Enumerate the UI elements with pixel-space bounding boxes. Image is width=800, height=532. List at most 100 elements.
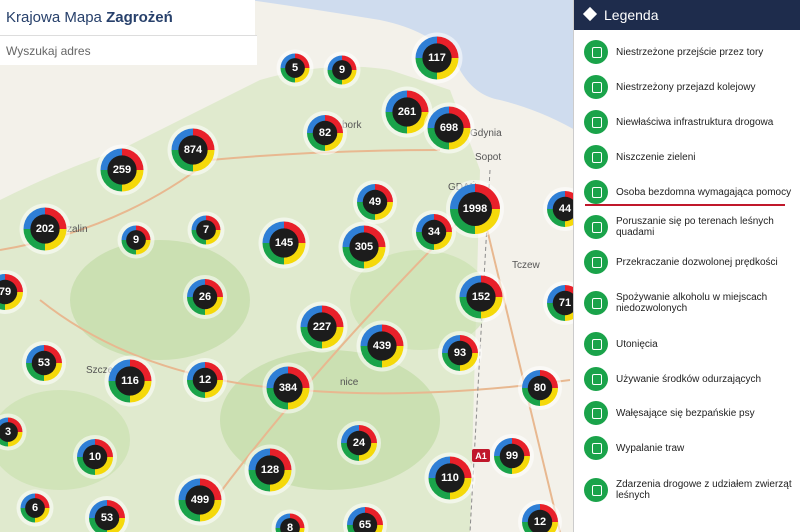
cluster[interactable]: 79	[0, 270, 27, 314]
legend-label: Osoba bezdomna wymagająca pomocy	[616, 186, 792, 198]
cluster[interactable]: 117	[411, 32, 463, 84]
cluster[interactable]: 34	[412, 210, 456, 254]
cluster-core	[349, 232, 379, 262]
legend-item[interactable]: Utonięcia	[584, 330, 799, 358]
cluster[interactable]: 499	[174, 474, 226, 526]
legend-item[interactable]: Poruszanie się po terenach leśnych quada…	[584, 213, 799, 241]
cluster[interactable]: 8	[271, 509, 309, 532]
cluster-core	[115, 366, 145, 396]
cluster[interactable]: 874	[167, 124, 219, 176]
road-label: A1	[475, 451, 487, 461]
cluster-count: 439	[373, 340, 391, 352]
forest	[70, 240, 250, 360]
cluster[interactable]: 26	[183, 275, 227, 319]
cluster-count: 26	[199, 291, 211, 303]
legend-item[interactable]: Wypalanie traw	[584, 434, 799, 462]
cluster-count: 145	[275, 237, 293, 249]
legend-icon	[584, 75, 608, 99]
legend-label: Utonięcia	[616, 338, 658, 350]
place-label: Sopot	[475, 152, 501, 163]
cluster[interactable]: 6	[16, 489, 54, 527]
legend-icon	[584, 180, 608, 204]
legend-icon	[584, 436, 608, 460]
cluster-core	[280, 518, 300, 532]
cluster[interactable]: 7	[187, 211, 225, 249]
legend-item[interactable]: Niewłaściwa infrastruktura drogowa	[584, 108, 799, 136]
cluster-core	[255, 455, 285, 485]
cluster[interactable]: 5	[276, 49, 314, 87]
legend-item[interactable]: Przekraczanie dozwolonej prędkości	[584, 248, 799, 276]
legend-item[interactable]: Niestrzeżony przejazd kolejowy	[584, 73, 799, 101]
legend-icon	[584, 250, 608, 274]
cluster[interactable]: 305	[338, 221, 390, 273]
legend-item[interactable]: Zdarzenia drogowe z udziałem zwierząt le…	[584, 476, 799, 504]
cluster[interactable]: 202	[19, 203, 71, 255]
cluster[interactable]: 698	[423, 102, 475, 154]
cluster[interactable]: 9	[323, 51, 361, 89]
cluster-count: 99	[506, 450, 518, 462]
cluster-core	[107, 155, 137, 185]
cluster-core	[552, 290, 578, 316]
legend-title[interactable]: Legenda	[574, 0, 800, 30]
place-label: bork	[342, 120, 362, 131]
cluster[interactable]: 3	[0, 413, 27, 451]
cluster[interactable]: 152	[455, 271, 507, 323]
cluster-count: 259	[113, 164, 131, 176]
search-box[interactable]: Wyszukaj adres	[0, 35, 257, 65]
cluster[interactable]: 53	[85, 496, 129, 532]
cluster[interactable]: 116	[104, 355, 156, 407]
cluster[interactable]: 12	[518, 500, 562, 532]
legend-item[interactable]: Osoba bezdomna wymagająca pomocy	[584, 178, 799, 206]
cluster-count: 227	[313, 321, 331, 333]
cluster[interactable]: 1998	[446, 180, 504, 238]
cluster[interactable]: 80	[518, 366, 562, 410]
cluster[interactable]: 99	[490, 434, 534, 478]
cluster[interactable]: 49	[353, 180, 397, 224]
cluster-count: 874	[184, 144, 203, 156]
cluster-core	[434, 113, 464, 143]
cluster[interactable]: 65	[343, 503, 387, 532]
cluster[interactable]: 110	[424, 452, 476, 504]
cluster[interactable]: 82	[303, 111, 347, 155]
legend-label: Spożywanie alkoholu w miejscach niedozwo…	[616, 292, 768, 314]
cluster[interactable]: 384	[262, 362, 314, 414]
cluster-count: 93	[454, 347, 466, 359]
cluster-count: 117	[428, 52, 446, 64]
cluster[interactable]: 10	[73, 435, 117, 479]
legend-icon	[584, 332, 608, 356]
sea	[250, 0, 575, 130]
cluster-core	[31, 350, 57, 376]
road-shield	[472, 449, 490, 462]
legend-item[interactable]: Spożywanie alkoholu w miejscach niedozwo…	[584, 289, 799, 317]
cluster-core	[192, 367, 218, 393]
cluster[interactable]: 24	[337, 421, 381, 465]
legend-item[interactable]: Używanie środków odurzających	[584, 365, 799, 393]
cluster[interactable]: 53	[22, 341, 66, 385]
cluster-core	[392, 97, 422, 127]
cluster[interactable]: 261	[381, 86, 433, 138]
cluster-count: 1998	[463, 203, 487, 215]
legend-label: Zdarzenia drogowe z udziałem zwierząt le…	[616, 479, 792, 501]
cluster[interactable]: 439	[356, 320, 408, 372]
cluster[interactable]: 128	[244, 444, 296, 496]
legend-label: Przekraczanie dozwolonej prędkości	[616, 256, 778, 268]
cluster[interactable]: 9	[117, 221, 155, 259]
legend-label: Niszczenie zieleni	[616, 151, 696, 163]
cluster[interactable]: 259	[96, 144, 148, 196]
cluster-core	[527, 375, 553, 401]
legend-item[interactable]: Niestrzeżone przejście przez tory	[584, 38, 799, 66]
cluster-count: 24	[353, 437, 366, 449]
legend-item[interactable]: Wałęsające się bezpańskie psy	[584, 399, 799, 427]
cluster[interactable]: 227	[296, 301, 348, 353]
cluster-core	[499, 443, 525, 469]
cluster[interactable]: 93	[438, 331, 482, 375]
legend-item[interactable]: Niszczenie zieleni	[584, 143, 799, 171]
cluster-count: 10	[89, 451, 101, 463]
cluster-core	[312, 120, 338, 146]
cluster[interactable]: 12	[183, 358, 227, 402]
cluster[interactable]: 145	[258, 217, 310, 269]
cluster-count: 5	[292, 62, 298, 74]
cluster-core	[94, 505, 120, 531]
cluster-count: 305	[355, 241, 373, 253]
cluster-core	[552, 196, 578, 222]
